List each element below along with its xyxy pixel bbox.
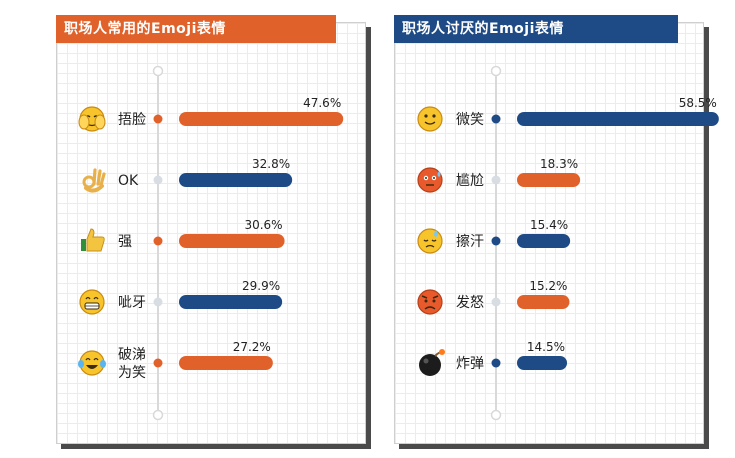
bomb-icon — [419, 349, 445, 376]
chart-row: OK 32.8% — [82, 157, 293, 193]
axis-marker-dot — [153, 297, 163, 307]
bar — [517, 295, 570, 309]
chart-row: 呲牙 29.9% — [79, 279, 283, 315]
chart-title-disliked: 职场人讨厌的Emoji表情 — [394, 15, 678, 43]
ok-hand-icon — [82, 168, 106, 193]
chart-row: 强 30.6% — [81, 218, 285, 252]
awkward-icon — [417, 167, 443, 193]
chart-panel-common-emoji: 职场人常用的Emoji表情 捂脸 47.6% OK 32.8% 强 30.6% 呲牙 29.9… — [56, 15, 366, 444]
category-label: 捂脸 — [118, 112, 146, 128]
bar-chart-disliked-emoji: 微笑 58.5% 尴尬 18.3% 擦汗 15.4% 发怒 15.2% 炸弹 14.5% — [417, 65, 719, 421]
chart-title-common: 职场人常用的Emoji表情 — [56, 15, 336, 43]
axis-top-dot — [490, 65, 502, 77]
category-label: 呲牙 — [118, 295, 146, 311]
chart-row: 捂脸 47.6% — [78, 96, 344, 132]
chart-row: 尴尬 18.3% — [417, 157, 581, 193]
chart-row: 微笑 58.5% — [417, 96, 719, 132]
value-label: 47.6% — [303, 96, 341, 110]
angry-icon — [417, 289, 443, 315]
bar — [517, 173, 581, 187]
bar — [179, 173, 293, 187]
value-label: 14.5% — [527, 340, 565, 354]
axis-marker-dot — [491, 175, 501, 185]
value-label: 27.2% — [233, 340, 271, 354]
axis-marker-dot — [491, 358, 501, 368]
bar — [517, 356, 568, 370]
facepalm-icon — [78, 106, 106, 132]
axis-bottom-dot — [490, 409, 502, 421]
smile-icon — [417, 106, 443, 132]
category-label: OK — [118, 173, 139, 189]
category-label: 为笑 — [118, 365, 146, 381]
value-label: 32.8% — [252, 157, 290, 171]
bar — [179, 234, 285, 248]
thumbs-up-icon — [81, 228, 105, 252]
axis-marker-dot — [153, 358, 163, 368]
category-label: 擦汗 — [456, 233, 484, 250]
category-label: 强 — [118, 234, 132, 250]
value-label: 15.2% — [529, 279, 567, 293]
sweat-icon — [417, 228, 443, 254]
value-label: 58.5% — [679, 96, 717, 110]
axis-bottom-dot — [152, 409, 164, 421]
axis-marker-dot — [491, 114, 501, 124]
grin-icon — [79, 289, 105, 315]
value-label: 15.4% — [530, 218, 568, 232]
value-label: 18.3% — [540, 157, 578, 171]
bar — [517, 234, 571, 248]
chart-row: 擦汗 15.4% — [417, 218, 571, 254]
bar — [179, 295, 283, 309]
category-label: 炸弹 — [456, 356, 484, 372]
axis-marker-dot — [153, 236, 163, 246]
tears-of-joy-icon — [78, 350, 106, 376]
value-label: 29.9% — [242, 279, 280, 293]
chart-panel-disliked-emoji: 职场人讨厌的Emoji表情 微笑 58.5% 尴尬 18.3% 擦汗 15.4% 发怒 15.… — [394, 15, 719, 444]
category-label: 微笑 — [456, 112, 484, 128]
chart-row: 发怒 15.2% — [417, 279, 570, 315]
axis-top-dot — [152, 65, 164, 77]
bar — [179, 112, 344, 126]
axis-marker-dot — [491, 297, 501, 307]
axis-marker-dot — [491, 236, 501, 246]
bar — [179, 356, 273, 370]
category-label: 发怒 — [456, 295, 484, 311]
bar — [517, 112, 719, 126]
axis-marker-dot — [153, 175, 163, 185]
value-label: 30.6% — [244, 218, 282, 232]
category-label: 破涕 — [118, 347, 146, 363]
chart-row: 炸弹 14.5% — [419, 340, 568, 376]
category-label: 尴尬 — [456, 173, 484, 189]
axis-marker-dot — [153, 114, 163, 124]
